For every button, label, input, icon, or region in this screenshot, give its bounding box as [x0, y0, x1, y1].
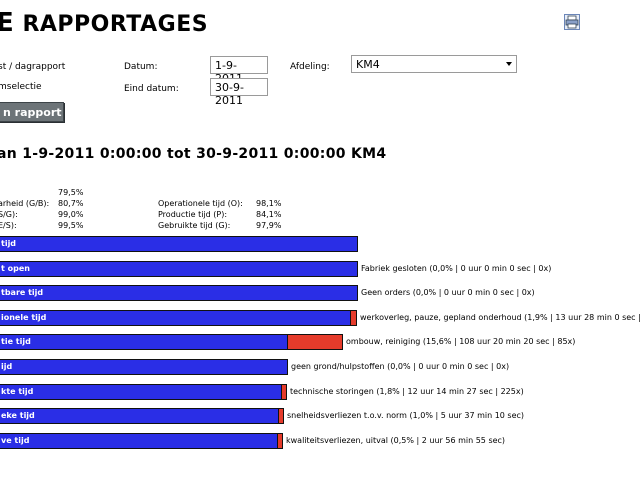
date-label: Datum:	[124, 62, 158, 72]
time-loss-note: technische storingen (1,8% | 12 uur 14 m…	[290, 387, 524, 396]
time-bar-label: ijd	[1, 362, 13, 371]
time-loss-segment	[278, 408, 284, 424]
time-bar: tie tijd	[0, 334, 288, 350]
stat-right-label: Operationele tijd (O):	[158, 199, 243, 208]
report-subtitle: an 1-9-2011 0:00:00 tot 30-9-2011 0:00:0…	[0, 146, 387, 162]
time-loss-note: kwaliteitsverliezen, uitval (0,5% | 2 uu…	[286, 436, 506, 445]
page-title-text: RAPPORTAGES	[22, 12, 209, 37]
stat-right-value: 97,9%	[256, 221, 282, 230]
time-bar: kte tijd	[0, 384, 282, 400]
time-bar-label: ionele tijd	[1, 313, 47, 322]
stat-left-value: 99,5%	[58, 221, 84, 230]
print-button[interactable]	[564, 14, 580, 30]
stat-left-label: E/S):	[0, 221, 17, 230]
time-bar-label: tijd	[1, 239, 17, 248]
time-bar-label: t open	[1, 264, 30, 273]
time-loss-note: Geen orders (0,0% | 0 uur 0 min 0 sec | …	[361, 288, 535, 297]
page-title-initial: E	[0, 8, 15, 38]
stat-right-value: 98,1%	[256, 199, 282, 208]
department-select[interactable]: KM4	[351, 55, 517, 73]
department-label: Afdeling:	[290, 62, 330, 72]
generate-report-button[interactable]: n rapport	[0, 102, 64, 122]
time-bar: t open	[0, 261, 358, 277]
time-loss-segment	[287, 334, 343, 350]
end-date-field[interactable]: 30-9-2011	[210, 78, 268, 107]
end-date-label: Eind datum:	[124, 84, 179, 94]
time-bar-label: tie tijd	[1, 337, 31, 346]
stat-left-label: arheid (G/B):	[0, 199, 50, 208]
date-field[interactable]: 1-9-2011	[210, 56, 268, 85]
stat-left-label: S/G):	[0, 210, 18, 219]
time-loss-note: snelheidsverliezen t.o.v. norm (1,0% | 5…	[287, 411, 525, 420]
period-selection-label: mselectie	[0, 82, 42, 92]
page-title: E RAPPORTAGES	[0, 8, 208, 38]
time-loss-segment	[350, 310, 357, 326]
stat-right-label: Productie tijd (P):	[158, 210, 228, 219]
report-type-label: st / dagrapport	[0, 62, 66, 72]
time-loss-note: Fabriek gesloten (0,0% | 0 uur 0 min 0 s…	[361, 264, 552, 273]
time-loss-note: geen grond/hulpstoffen (0,0% | 0 uur 0 m…	[291, 362, 510, 371]
stat-left-label: :	[0, 188, 1, 198]
time-loss-note: werkoverleg, pauze, gepland onderhoud (1…	[360, 313, 640, 322]
department-select-value: KM4	[356, 58, 380, 71]
time-bar-label: kte tijd	[1, 387, 34, 396]
time-bar: ionele tijd	[0, 310, 351, 326]
stat-left-value: 80,7%	[58, 199, 84, 208]
stat-left-value: 99,0%	[58, 210, 84, 219]
time-bar: tijd	[0, 236, 358, 252]
time-bar-label: eke tijd	[1, 411, 35, 420]
time-loss-segment	[277, 433, 283, 449]
time-bar: eke tijd	[0, 408, 279, 424]
time-bar-label: ve tijd	[1, 436, 30, 445]
print-icon	[565, 15, 579, 29]
time-bar: tbare tijd	[0, 285, 358, 301]
time-loss-note: ombouw, reiniging (15,6% | 108 uur 20 mi…	[346, 337, 576, 346]
time-bar-label: tbare tijd	[1, 288, 44, 297]
stat-right-label: Gebruikte tijd (G):	[158, 221, 231, 230]
chevron-down-icon	[506, 62, 512, 66]
stat-right-value: 84,1%	[256, 210, 282, 219]
time-loss-segment	[281, 384, 287, 400]
stat-left-value: 79,5%	[58, 188, 84, 197]
time-bar: ijd	[0, 359, 288, 375]
time-bar: ve tijd	[0, 433, 278, 449]
